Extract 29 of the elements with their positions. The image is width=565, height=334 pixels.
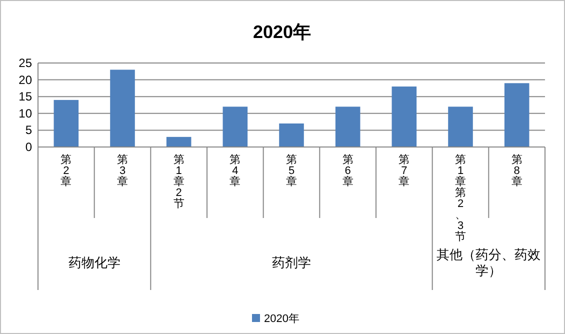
y-tick-label: 0 <box>25 140 32 154</box>
bar <box>54 100 79 147</box>
bar <box>222 106 248 147</box>
y-tick-label: 25 <box>18 56 32 70</box>
text: 药剂学 <box>272 255 311 270</box>
x-tick-label: 第1章第2、3节 <box>455 154 466 243</box>
bar <box>504 83 530 147</box>
x-tick-label: 第7章 <box>398 154 410 188</box>
x-tick-label: 第2章 <box>60 154 72 188</box>
text: 其他（药分、药效学） <box>436 247 541 278</box>
text: 药物化学 <box>68 255 120 270</box>
bar <box>392 86 417 147</box>
legend-label: 2020年 <box>264 313 300 325</box>
y-tick-label: 5 <box>25 123 32 138</box>
bar <box>166 136 192 147</box>
bar <box>335 106 360 147</box>
y-tick-label: 20 <box>18 72 32 87</box>
chart-title: 2020年 <box>252 22 312 42</box>
x-tick-label: 第8章 <box>511 154 522 188</box>
x-tick-label: 第3章 <box>117 154 128 188</box>
x-tick-label: 第4章 <box>230 154 241 188</box>
y-tick-label: 15 <box>18 90 32 104</box>
bar <box>448 106 473 147</box>
bar <box>279 123 304 147</box>
x-tick-label: 第1章2节 <box>173 154 184 210</box>
x-tick-label: 第5章 <box>286 154 297 188</box>
bar <box>110 70 135 147</box>
y-tick-label: 10 <box>18 106 32 120</box>
x-tick-label: 第6章 <box>342 154 354 188</box>
